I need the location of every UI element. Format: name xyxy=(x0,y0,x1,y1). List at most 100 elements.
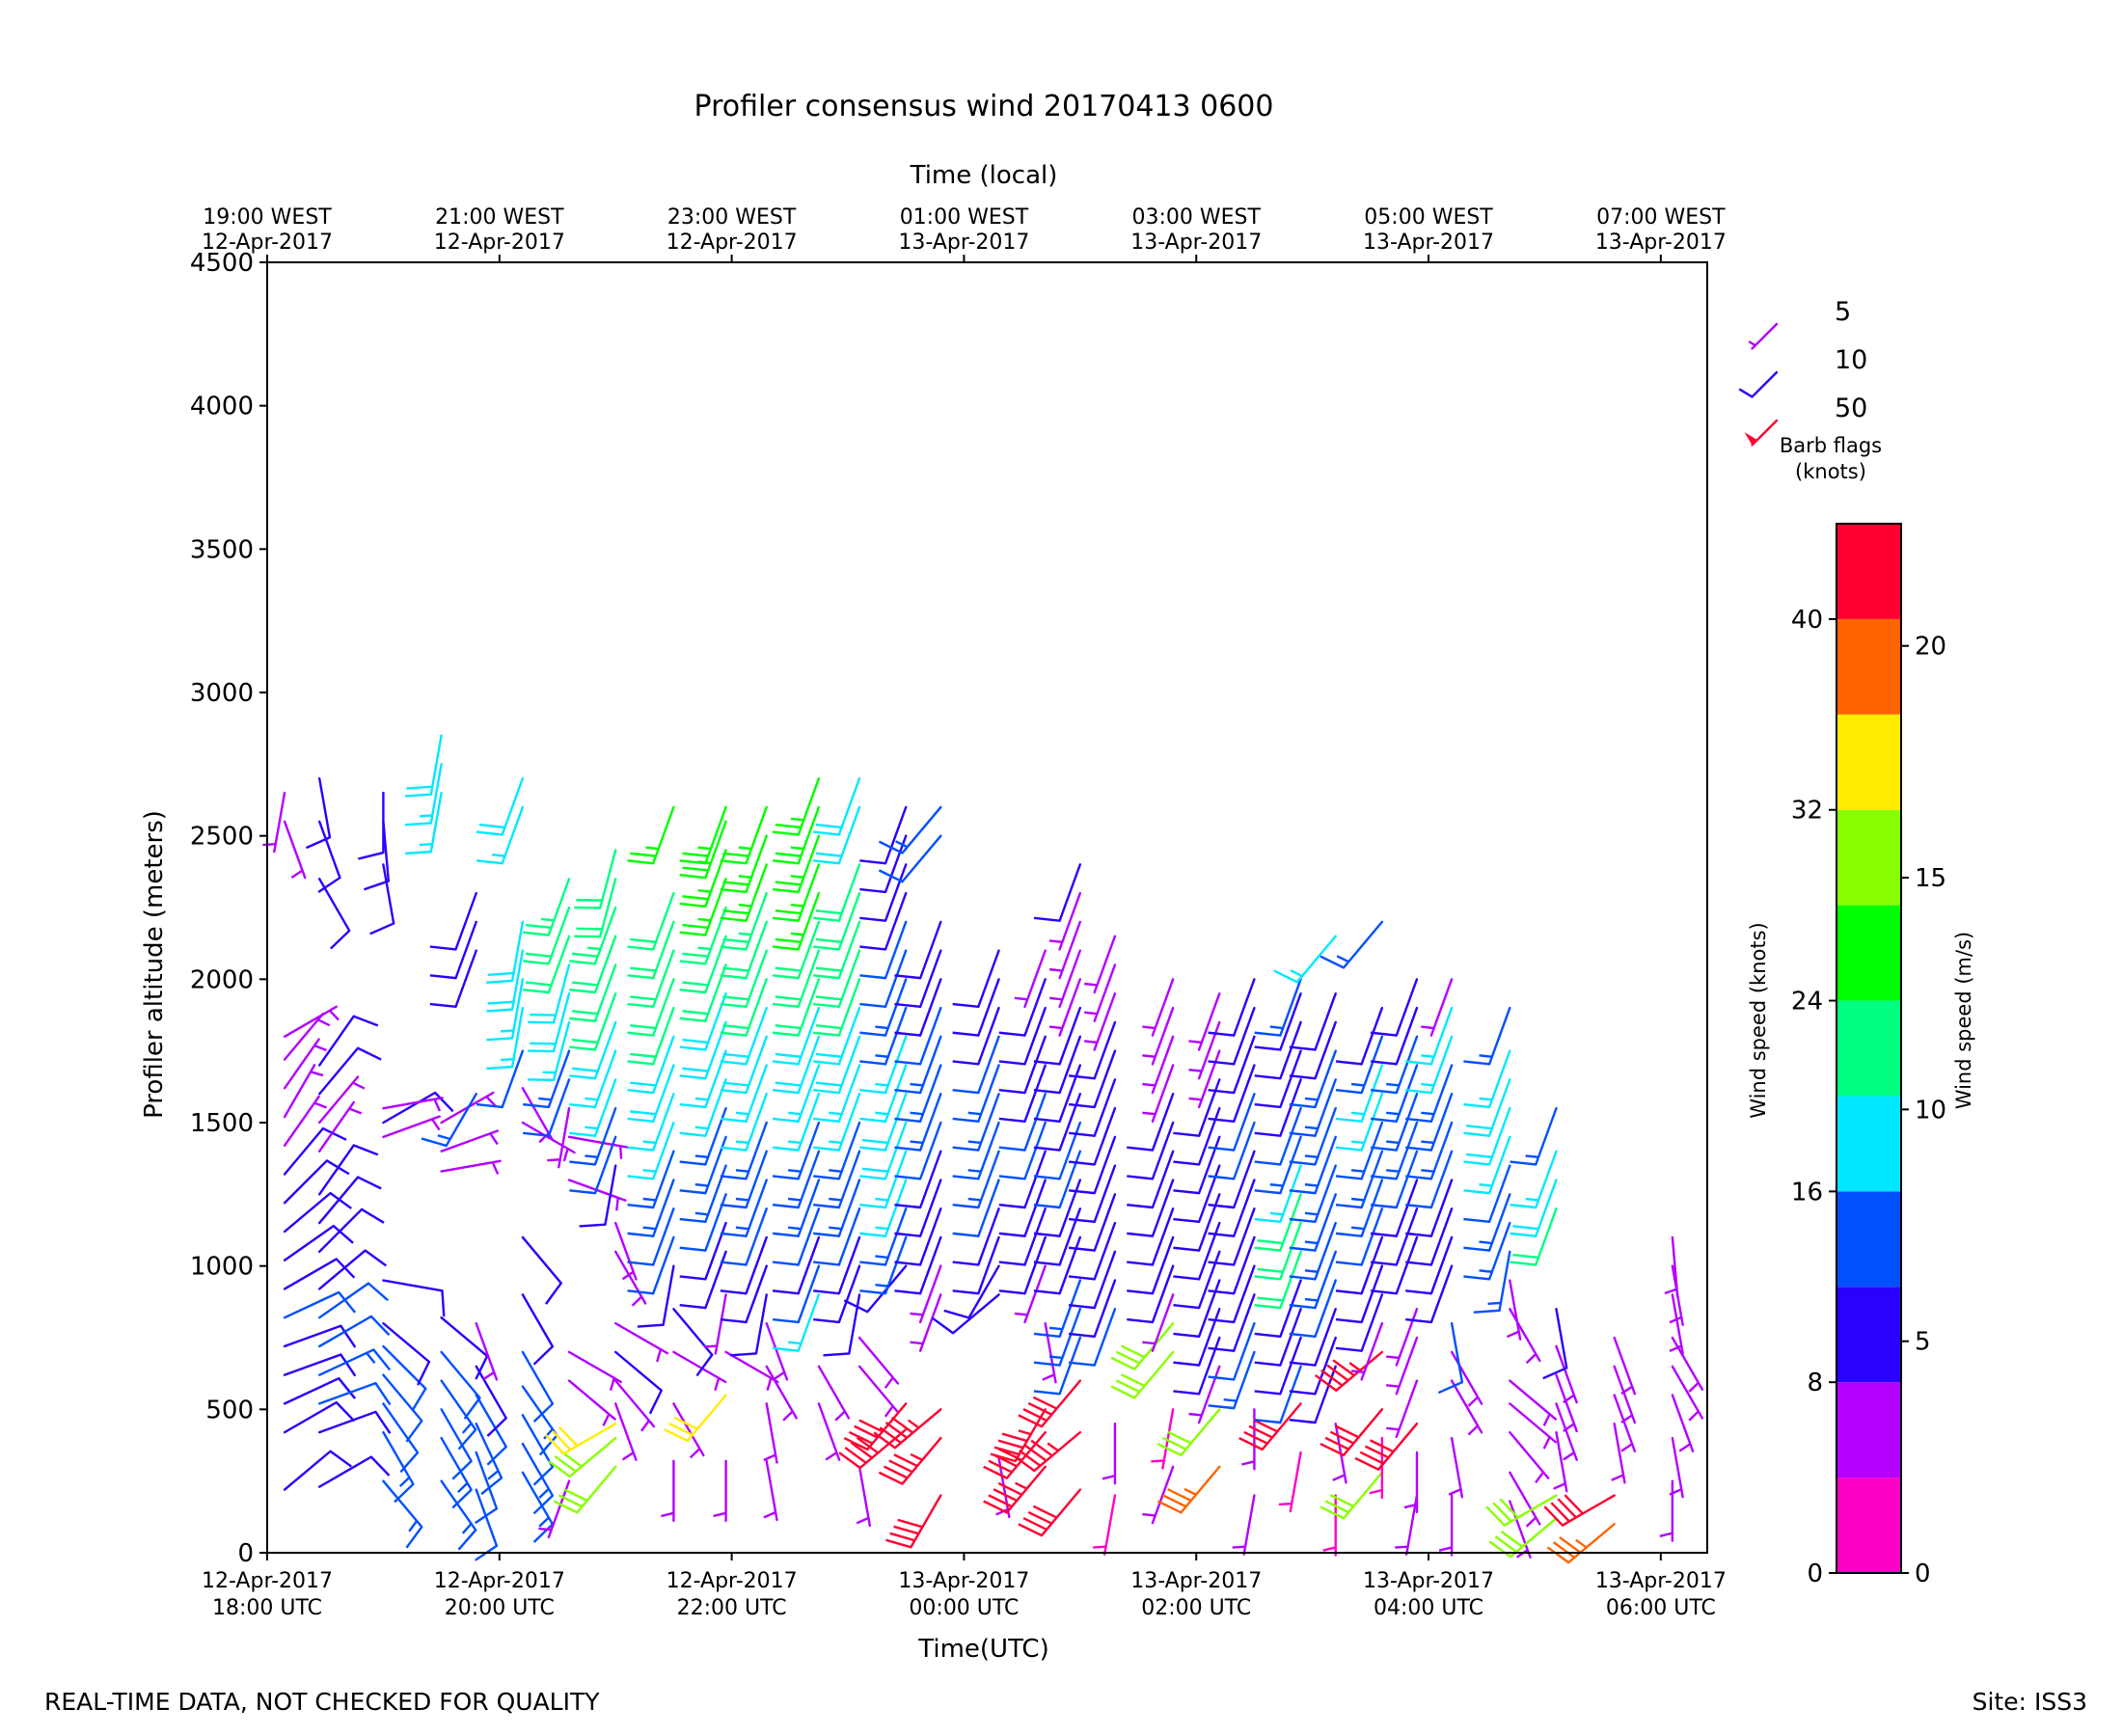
y-tick-label: 3000 xyxy=(190,679,254,708)
wind-barb-3-6 xyxy=(440,1159,502,1175)
wind-barb-12-13 xyxy=(813,1006,861,1066)
wind-barb-15-9 xyxy=(952,1064,1000,1123)
wind-barb-19-10 xyxy=(1127,1121,1175,1180)
wind-barb-16-7 xyxy=(998,1179,1047,1237)
wind-barb-17-1 xyxy=(1012,1430,1082,1473)
wind-barb-29-1 xyxy=(1543,1494,1616,1527)
wind-barb-1-2 xyxy=(317,1381,392,1406)
wind-barb-11-15 xyxy=(772,920,821,980)
wind-barb-13-15 xyxy=(859,891,908,951)
wind-barb-15-7 xyxy=(952,1121,1000,1180)
wind-barb-9-8 xyxy=(679,1135,727,1195)
wind-barb-13-11 xyxy=(859,1006,908,1066)
wind-barb-29-0 xyxy=(1546,1523,1616,1564)
wind-barb-8-2 xyxy=(672,1350,727,1392)
y-tick-label: 1000 xyxy=(190,1253,254,1282)
wind-barb-24-14 xyxy=(1335,1035,1384,1095)
wind-barb-19-9 xyxy=(1127,1150,1175,1209)
wind-barb-10-8 xyxy=(720,1179,768,1237)
wind-barb-1-12 xyxy=(317,1046,382,1096)
colorbar-segment-3 xyxy=(1836,1191,1901,1288)
wind-barb-6-12 xyxy=(523,906,571,965)
wind-barb-22-6 xyxy=(1254,1250,1302,1310)
wind-barb-23-5 xyxy=(1289,1279,1337,1338)
wind-barb-11-19 xyxy=(772,805,821,865)
wind-barb-4-1 xyxy=(474,1451,499,1525)
wind-barb-3-11 xyxy=(404,734,443,798)
wind-barb-30-0 xyxy=(1659,1479,1674,1542)
wind-barb-23-4 xyxy=(1289,1308,1337,1367)
wind-barb-23-2 xyxy=(1289,1365,1337,1424)
wind-barb-19-2 xyxy=(1110,1350,1175,1399)
wind-barb-21-3 xyxy=(1208,1321,1256,1381)
wind-barb-24-5 xyxy=(1335,1293,1384,1352)
wind-barb-9-9 xyxy=(679,1106,727,1166)
wind-barb-12-19 xyxy=(813,805,861,865)
wind-barb-22-11 xyxy=(1254,1106,1302,1166)
wind-barb-13-10 xyxy=(859,1035,908,1095)
wind-barb-7-12 xyxy=(569,1078,617,1137)
wind-barb-10-7 xyxy=(720,1207,768,1266)
wind-barb-8-4 xyxy=(637,1264,675,1328)
wind-barb-24-0 xyxy=(1319,1471,1384,1520)
wind-barb-13-8 xyxy=(859,1093,908,1152)
x-tick-label-time: 04:00 UTC xyxy=(1374,1596,1483,1620)
colorbar-tick-label-knots: 0 xyxy=(1807,1560,1823,1588)
wind-barb-7-0 xyxy=(553,1465,617,1514)
wind-barb-22-2 xyxy=(1254,1365,1302,1424)
wind-barb-25-4 xyxy=(1386,1336,1419,1396)
wind-barb-25-5 xyxy=(1386,1308,1419,1367)
wind-barb-0-17 xyxy=(262,791,286,854)
wind-barb-0-16 xyxy=(283,820,307,880)
wind-barb-8-17 xyxy=(627,891,675,951)
wind-barb-18-5 xyxy=(1068,1221,1117,1281)
wind-barb-10-20 xyxy=(720,834,768,894)
wind-barb-19-13 xyxy=(1142,1035,1175,1095)
wind-barb-25-15 xyxy=(1370,978,1419,1037)
x-tick-label-time: 06:00 UTC xyxy=(1606,1596,1716,1620)
wind-barb-5-5 xyxy=(521,1293,555,1366)
wind-barb-21-1 xyxy=(1241,1408,1256,1471)
wind-barb-9-20 xyxy=(679,805,727,865)
wind-barb-18-3 xyxy=(1068,1279,1117,1338)
wind-barb-9-17 xyxy=(679,878,727,936)
wind-barb-10-14 xyxy=(720,1006,768,1066)
wind-barb-11-2 xyxy=(772,1293,821,1352)
wind-barb-2-1 xyxy=(382,1430,415,1504)
wind-barb-9-2 xyxy=(724,1350,779,1392)
wind-barb-11-16 xyxy=(772,891,821,951)
x-top-tick-label-time: 05:00 WEST xyxy=(1364,205,1493,230)
wind-barb-11-0 xyxy=(817,1402,841,1461)
wind-barb-8-15 xyxy=(627,949,675,1009)
wind-barb-10-4 xyxy=(730,1293,768,1357)
wind-barb-28-6 xyxy=(1542,1308,1568,1380)
wind-barb-21-12 xyxy=(1208,1064,1256,1123)
wind-barb-10-15 xyxy=(720,978,768,1037)
wind-barb-14-10 xyxy=(894,1093,942,1152)
wind-barb-4-5 xyxy=(475,1321,499,1381)
wind-barb-7-5 xyxy=(614,1350,663,1415)
wind-barb-2-9 xyxy=(382,1097,444,1112)
wind-barb-26-6 xyxy=(1405,1235,1454,1295)
wind-barb-23-14 xyxy=(1289,1020,1337,1080)
x-tick-label-time: 02:00 UTC xyxy=(1141,1596,1251,1620)
wind-barb-20-0 xyxy=(1156,1465,1221,1514)
colorbar-tick-label-ms: 10 xyxy=(1915,1096,1946,1125)
wind-barb-19-5 xyxy=(1127,1264,1175,1324)
wind-barb-25-9 xyxy=(1370,1150,1419,1209)
wind-barb-3-10 xyxy=(404,763,443,827)
wind-barb-19-8 xyxy=(1127,1179,1175,1237)
wind-barb-19-11 xyxy=(1127,1093,1175,1152)
wind-barb-14-14 xyxy=(894,978,942,1037)
wind-barb-16-12 xyxy=(998,1035,1047,1095)
wind-barb-0-10 xyxy=(283,1126,347,1176)
colorbar-segment-9 xyxy=(1836,618,1901,715)
wind-barb-27-8 xyxy=(1463,1221,1511,1281)
wind-barb-19-12 xyxy=(1142,1064,1175,1123)
wind-barb-5-2 xyxy=(521,1414,555,1486)
wind-barb-6-9 xyxy=(528,991,571,1053)
x-tick-label-date: 12-Apr-2017 xyxy=(667,1569,798,1593)
wind-barb-2-12 xyxy=(358,791,385,860)
wind-barb-8-5 xyxy=(627,1235,675,1295)
wind-barb-5-3 xyxy=(521,1385,558,1456)
